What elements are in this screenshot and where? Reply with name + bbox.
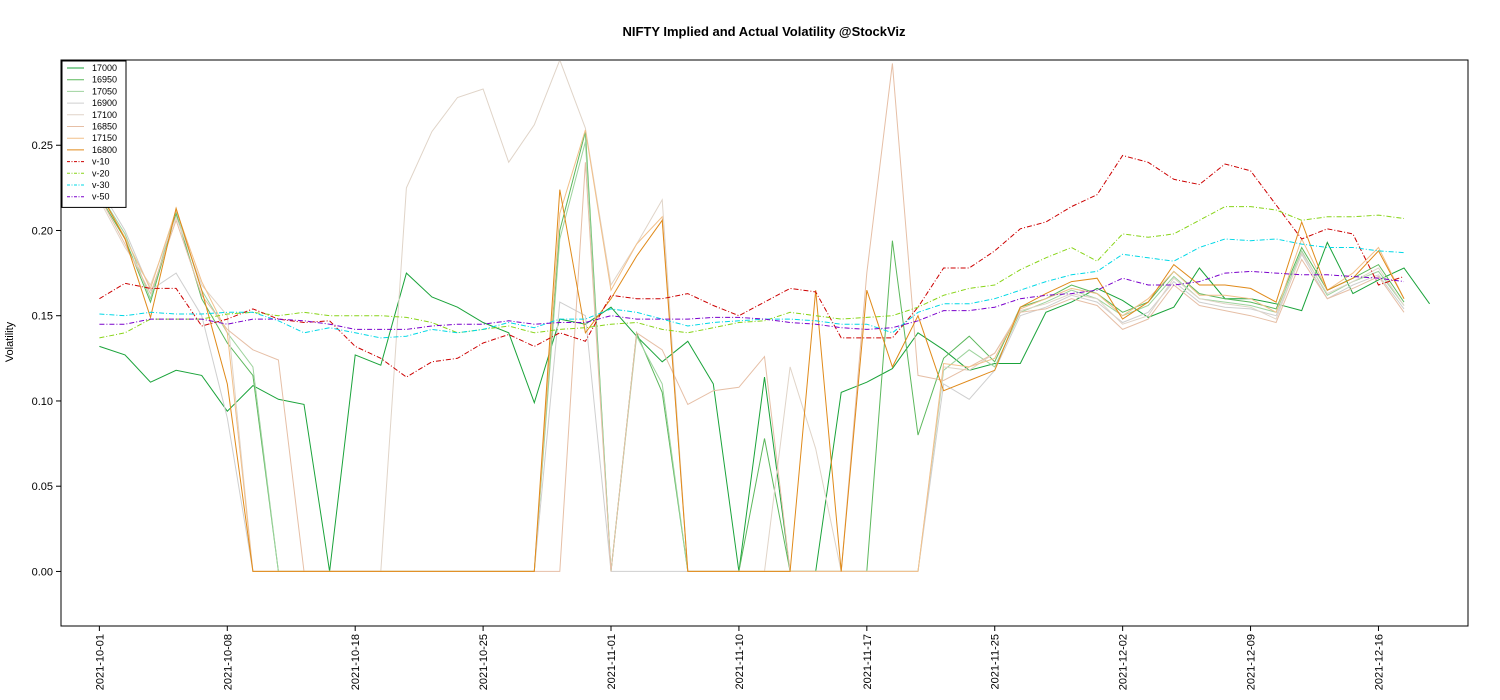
legend-entry-label: 17000 — [92, 63, 117, 73]
series-line-16850 — [98, 63, 1405, 572]
series-line-16900 — [98, 187, 1405, 572]
y-tick-label: 0.25 — [32, 140, 53, 152]
x-tick-label: 2021-11-01 — [606, 634, 618, 689]
series-line-17000 — [99, 241, 1431, 572]
y-tick-label: 0.15 — [32, 311, 53, 323]
legend-entry-label: 17150 — [92, 133, 117, 143]
x-tick-label: 2021-10-18 — [350, 634, 362, 690]
legend-entry-label: 16950 — [92, 75, 117, 85]
y-tick-label: 0.10 — [32, 396, 53, 408]
legend-entry-label: 16850 — [92, 122, 117, 132]
series-line-16950 — [98, 131, 1405, 572]
y-tick-label: 0.20 — [32, 225, 53, 237]
x-tick-label: 2021-10-25 — [478, 634, 490, 690]
legend-entry-label: 16800 — [92, 145, 117, 155]
x-tick-label: 2021-12-16 — [1373, 634, 1385, 690]
y-tick-label: 0.05 — [32, 481, 53, 493]
legend-entry-label: v-10 — [92, 157, 110, 167]
x-tick-label: 2021-11-25 — [990, 634, 1002, 689]
series-line-16800 — [98, 189, 1405, 572]
plot-frame — [60, 59, 1469, 627]
y-axis-label: Volatility — [4, 321, 16, 362]
chart-title: NIFTY Implied and Actual Volatility @Sto… — [622, 24, 906, 39]
legend-entry-label: v-20 — [92, 168, 110, 178]
series-line-v-10 — [99, 154, 1405, 378]
series-layer — [98, 61, 1431, 572]
legend-entry-label: 16900 — [92, 98, 117, 108]
x-tick-label: 2021-10-01 — [94, 634, 106, 690]
legend-box — [61, 60, 127, 208]
legend-entry-label: 17050 — [92, 86, 117, 96]
x-axis: 2021-10-01 2021-10-08 2021-10-18 2021-10-25… — [94, 626, 1385, 690]
series-line-v-20 — [99, 206, 1405, 339]
x-tick-label: 2021-12-02 — [1118, 634, 1130, 690]
x-tick-label: 2021-11-17 — [862, 634, 874, 689]
x-tick-label: 2021-10-08 — [222, 634, 234, 690]
legend-entry-label: 17100 — [92, 110, 117, 120]
legend-entry-label: v-50 — [92, 192, 110, 202]
series-line-v-50 — [99, 270, 1405, 330]
x-tick-label: 2021-12-09 — [1246, 634, 1258, 690]
y-axis: 0.00 0.05 0.10 0.15 0.20 0.25 — [32, 140, 61, 578]
legend-entry-label: v-30 — [92, 180, 110, 190]
series-line-v-30 — [99, 238, 1405, 339]
y-tick-label: 0.00 — [32, 566, 53, 578]
x-tick-label: 2021-11-10 — [734, 634, 746, 689]
